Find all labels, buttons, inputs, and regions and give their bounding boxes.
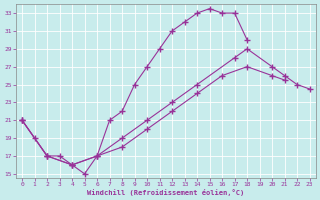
X-axis label: Windchill (Refroidissement éolien,°C): Windchill (Refroidissement éolien,°C) <box>87 189 244 196</box>
